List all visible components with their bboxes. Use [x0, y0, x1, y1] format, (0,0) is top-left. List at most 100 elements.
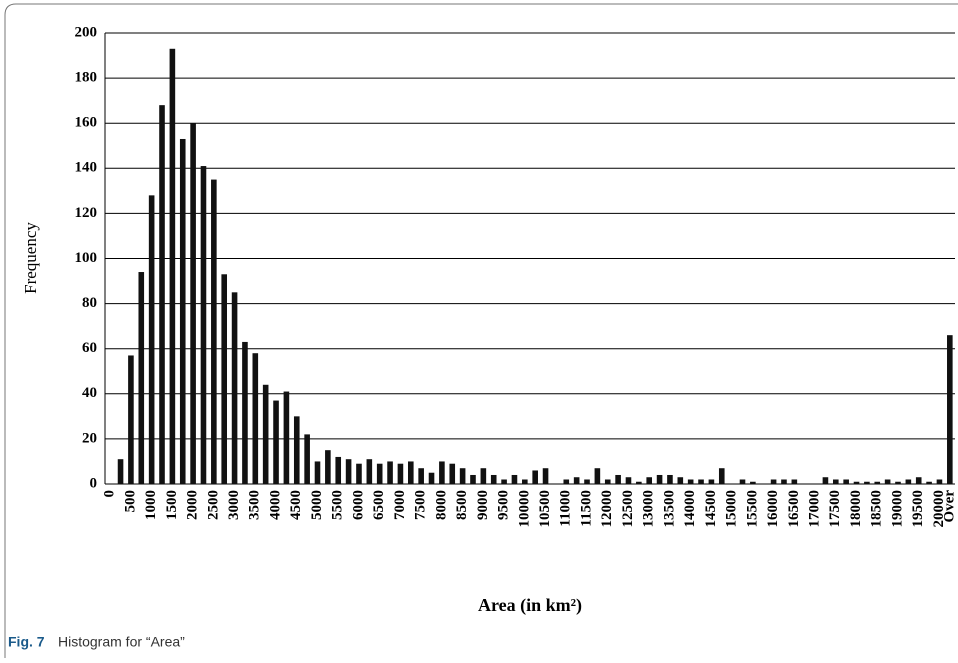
- bar: [231, 292, 238, 484]
- bar: [356, 463, 362, 484]
- bar: [874, 481, 881, 484]
- x-tick-label: 6500: [371, 490, 387, 520]
- x-tick-label: 500: [122, 490, 138, 513]
- bar: [573, 477, 580, 484]
- bar: [179, 138, 186, 485]
- bar: [718, 468, 725, 484]
- x-tick-label: 11500: [578, 490, 594, 527]
- bar: [148, 195, 155, 485]
- bar: [832, 479, 839, 484]
- bar: [532, 470, 538, 484]
- bar: [677, 477, 684, 484]
- bar: [490, 474, 497, 484]
- bar: [470, 474, 476, 484]
- bar: [915, 477, 922, 484]
- bar: [542, 468, 549, 484]
- bar: [345, 459, 352, 484]
- bar: [407, 461, 414, 484]
- bar: [750, 481, 756, 484]
- x-tick-label: 5000: [309, 490, 325, 520]
- bar: [511, 474, 518, 484]
- x-tick-label: 8500: [454, 490, 470, 520]
- x-tick-label: Over: [941, 490, 957, 523]
- x-tick-label: 10000: [516, 490, 532, 528]
- bar: [200, 166, 207, 485]
- bar: [376, 463, 383, 484]
- bar: [138, 272, 145, 484]
- y-tick-label: 100: [75, 250, 98, 266]
- bar: [480, 468, 487, 484]
- x-tick-label: 20000: [931, 490, 947, 528]
- bar: [739, 479, 746, 484]
- bar: [314, 461, 321, 484]
- bar: [895, 481, 901, 484]
- y-tick-label: 200: [75, 24, 98, 40]
- y-tick-label: 60: [82, 340, 97, 356]
- bar: [221, 274, 228, 484]
- y-tick-label: 0: [90, 475, 98, 491]
- bar: [304, 434, 310, 484]
- y-tick-label: 180: [75, 70, 98, 86]
- bar: [708, 479, 715, 484]
- bar: [636, 481, 642, 484]
- bar: [563, 479, 570, 484]
- x-axis-title: Area (in km²): [478, 595, 582, 616]
- x-tick-label: 15500: [744, 490, 760, 528]
- x-tick-label: 3500: [247, 490, 263, 520]
- x-tick-label: 12500: [620, 490, 636, 528]
- bar: [615, 474, 621, 484]
- bar: [884, 479, 891, 484]
- bar: [252, 353, 259, 484]
- bar: [843, 479, 849, 484]
- x-tick-label: 3000: [226, 490, 242, 520]
- y-axis-title: Frequency: [21, 222, 40, 294]
- bar: [604, 479, 611, 484]
- x-tick-label: 16500: [786, 490, 802, 528]
- x-tick-label: 2500: [205, 490, 221, 520]
- bar: [781, 479, 787, 484]
- x-tick-label: 10500: [537, 490, 553, 528]
- x-tick-label: 19000: [889, 490, 905, 528]
- x-tick-label: 4000: [267, 490, 283, 520]
- bar: [190, 123, 196, 484]
- x-tick-label: 8000: [433, 490, 449, 520]
- bar: [283, 391, 290, 484]
- x-tick-label: 17500: [827, 490, 843, 528]
- x-tick-label: 0: [102, 490, 118, 498]
- x-tick-label: 9000: [475, 490, 491, 520]
- bar: [418, 468, 424, 484]
- caption-label: Fig. 7: [8, 634, 45, 650]
- x-tick-label: 2000: [185, 490, 201, 520]
- x-tick-label: 17000: [806, 490, 822, 528]
- bar: [159, 105, 165, 484]
- x-tick-label: 14500: [703, 490, 719, 528]
- bar: [449, 463, 456, 484]
- bar: [936, 479, 943, 484]
- bar: [439, 461, 445, 484]
- bar: [864, 481, 870, 484]
- bar: [667, 474, 673, 484]
- x-tick-label: 9500: [496, 490, 512, 520]
- bar: [501, 479, 507, 484]
- x-tick-label: 13000: [641, 490, 657, 528]
- bar: [687, 479, 694, 484]
- x-tick-label: 13500: [661, 490, 677, 528]
- bar: [273, 400, 279, 484]
- bar: [293, 416, 300, 484]
- bar: [646, 477, 653, 484]
- bar: [169, 48, 176, 484]
- caption-text: Histogram for “Area”: [58, 634, 185, 650]
- y-tick-label: 140: [75, 160, 98, 176]
- bar: [128, 355, 134, 484]
- bar: [947, 335, 953, 484]
- bar: [905, 479, 912, 484]
- bar: [522, 479, 528, 484]
- x-tick-label: 11000: [558, 490, 574, 527]
- bar: [770, 479, 777, 484]
- x-tick-label: 19500: [910, 490, 926, 528]
- x-tick-label: 18500: [869, 490, 885, 528]
- bar: [459, 468, 466, 484]
- frame: [4, 3, 958, 658]
- bar: [211, 179, 217, 484]
